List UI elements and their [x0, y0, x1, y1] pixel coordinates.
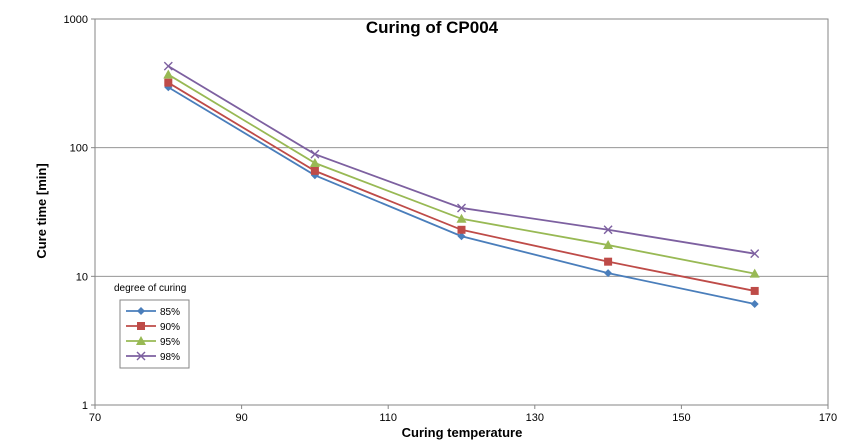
y-tick-label: 1000	[64, 14, 88, 26]
data-point	[310, 149, 320, 159]
x-tick-label: 70	[89, 412, 101, 424]
legend-item: 90%	[126, 322, 180, 333]
x-marker-stroke	[136, 351, 146, 361]
data-point	[750, 286, 759, 295]
legend-title: degree of curing	[114, 283, 186, 294]
gridlines	[95, 147, 828, 277]
legend-label: 90%	[160, 322, 180, 333]
data-point	[603, 240, 614, 250]
series-98-percent	[163, 61, 760, 259]
legend-marker	[137, 322, 145, 330]
legend-item: 98%	[126, 351, 180, 363]
x-tick-label: 110	[379, 412, 397, 424]
x-tick-label: 130	[526, 412, 544, 424]
data-point	[164, 78, 173, 87]
data-point	[457, 225, 466, 234]
x-axis-title: Curing temperature	[402, 425, 523, 440]
y-axis-title: Cure time [min]	[34, 163, 49, 258]
x-marker-stroke	[603, 225, 613, 235]
legend-marker	[137, 307, 145, 315]
data-point	[457, 203, 466, 213]
legend-label: 85%	[160, 307, 180, 318]
data-point	[456, 213, 467, 223]
x-tick-label: 90	[235, 412, 247, 424]
series-group	[163, 61, 760, 308]
data-point	[749, 268, 760, 278]
legend-label: 95%	[160, 337, 180, 348]
legend-label: 98%	[160, 352, 180, 363]
y-tick-label: 1	[82, 400, 88, 412]
y-tick-label: 100	[70, 143, 88, 155]
data-point	[163, 69, 174, 79]
data-point	[604, 269, 613, 278]
x-marker-stroke	[310, 149, 320, 159]
data-point	[457, 232, 466, 241]
data-point	[750, 299, 759, 308]
x-tick-label: 150	[672, 412, 690, 424]
data-point	[309, 158, 320, 168]
chart-title: Curing of CP004	[366, 18, 499, 37]
y-tick-label: 10	[76, 271, 88, 283]
series-95-percent	[163, 69, 760, 278]
x-marker-stroke	[750, 249, 760, 259]
plot-area	[94, 18, 829, 406]
x-tick-label: 170	[819, 412, 837, 424]
legend-marker	[136, 351, 146, 361]
legend: 85% 90% 95% 98%	[119, 299, 190, 369]
data-point	[750, 249, 760, 259]
x-marker-stroke	[457, 203, 466, 213]
data-point	[603, 225, 613, 235]
data-point	[163, 61, 173, 71]
data-point	[604, 257, 613, 266]
data-point	[310, 166, 319, 175]
legend-item: 95%	[126, 336, 180, 348]
x-marker-stroke	[163, 61, 173, 71]
legend-item: 85%	[126, 307, 180, 318]
series-90-percent	[164, 78, 759, 295]
legend-marker	[136, 336, 146, 345]
